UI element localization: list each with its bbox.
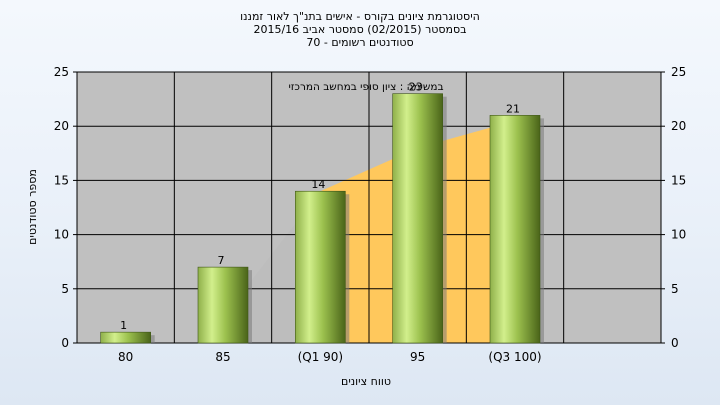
y-tick-label-right: 10 xyxy=(671,228,686,242)
x-tick-label: 95 xyxy=(410,350,425,364)
bar-value-label: 14 xyxy=(311,178,325,191)
bar-value-label: 1 xyxy=(120,319,127,332)
x-tick-label: 80 xyxy=(118,350,133,364)
y-tick-label-left: 20 xyxy=(54,119,69,133)
bar xyxy=(489,115,541,344)
y-tick-label-left: 0 xyxy=(61,336,69,350)
bar-value-label: 23 xyxy=(409,81,423,94)
x-axis-ticks: 80 85 (Q1 90) 95 (Q3 100) xyxy=(118,350,542,364)
x-axis-label: טווח ציונים xyxy=(341,375,391,388)
y-tick-label-right: 15 xyxy=(671,173,686,187)
y-tick-label-left: 10 xyxy=(54,228,69,242)
y-tick-label-right: 5 xyxy=(671,282,679,296)
y-tick-label-right: 25 xyxy=(671,65,686,79)
x-tick-label: (Q1 90) xyxy=(298,350,344,364)
bar xyxy=(100,331,151,344)
y-tick-label-left: 15 xyxy=(54,173,69,187)
annotation-text: במשימה : ציון סופי במחשב המרכזי xyxy=(288,81,443,93)
y-tick-label-left: 25 xyxy=(54,65,69,79)
x-tick-label: (Q3 100) xyxy=(488,350,541,364)
bar-value-label: 7 xyxy=(218,254,225,267)
chart-title-line-3: סטודנטים רשומים - 70 xyxy=(306,36,413,49)
data-label-layer: 1 7 14 23 21 xyxy=(120,81,520,332)
y-tick-label-left: 5 xyxy=(61,282,69,296)
bar xyxy=(197,266,249,344)
y-tick-label-right: 0 xyxy=(671,336,679,350)
bar-value-label: 21 xyxy=(506,102,520,115)
y-axis-right-ticks: 0 5 10 15 20 25 xyxy=(661,65,686,350)
x-tick-label: 85 xyxy=(215,350,230,364)
y-axis-left-ticks: 0 5 10 15 20 25 xyxy=(54,65,77,350)
y-tick-label-right: 20 xyxy=(671,119,686,133)
chart-title-line-2: בסמסטר (02/2015) סמסטר אביב 2015/16 xyxy=(253,23,466,36)
bar-layer xyxy=(100,93,544,344)
y-axis-label: מספר סטודנטים xyxy=(26,169,39,245)
bar xyxy=(392,93,443,344)
chart-title-line-1: היסטוגרמת ציונים בקורס - אישים בתנ"ך לאו… xyxy=(240,10,480,23)
bar xyxy=(295,190,346,344)
grid-lines xyxy=(77,71,661,344)
